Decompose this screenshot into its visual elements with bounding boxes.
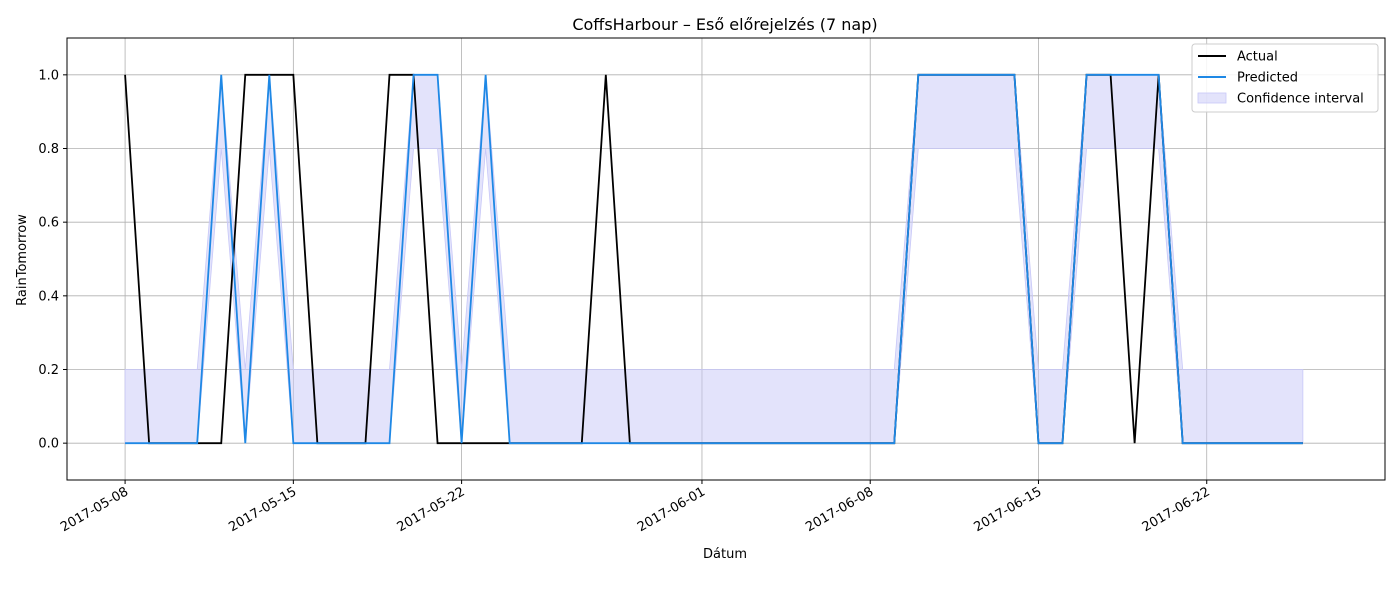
x-tick-label: 2017-06-01 — [635, 484, 708, 535]
x-tick-label: 2017-06-22 — [1140, 484, 1213, 535]
y-tick-label: 0.6 — [38, 216, 59, 231]
legend-swatch-confidence-interval — [1197, 92, 1227, 104]
y-tick-label: 0.4 — [38, 289, 59, 304]
confidence-band-layer — [124, 74, 1304, 444]
legend-label-predicted: Predicted — [1237, 71, 1298, 86]
legend: Actual Predicted Confidence interval — [1191, 43, 1379, 113]
confidence-band — [124, 74, 1304, 444]
series-lines-layer — [124, 73, 1303, 445]
y-axis-label: RainTomorrow — [15, 214, 30, 306]
x-axis-label: Dátum — [703, 547, 747, 562]
legend-label-actual: Actual — [1237, 50, 1278, 65]
x-tick-label: 2017-05-15 — [226, 484, 299, 535]
chart-title: CoffsHarbour – Eső előrejelzés (7 nap) — [572, 15, 877, 34]
y-tick-label: 0.8 — [38, 142, 59, 157]
legend-box — [1191, 43, 1379, 113]
x-tick-label: 2017-06-15 — [972, 484, 1045, 535]
legend-label-confidence-interval: Confidence interval — [1237, 92, 1364, 107]
y-tick-label: 1.0 — [38, 68, 59, 83]
x-tick-label: 2017-05-08 — [58, 484, 131, 535]
y-tick-label: 0.2 — [38, 363, 59, 378]
x-tick-label: 2017-05-22 — [395, 484, 468, 535]
x-axis: 2017-05-08 2017-05-15 2017-05-22 2017-06-01… — [58, 480, 1213, 535]
y-axis: 0.0 0.2 0.4 0.6 0.8 1.0 — [38, 68, 67, 452]
series-line-predicted — [125, 73, 1303, 445]
x-tick-label: 2017-06-08 — [803, 484, 876, 535]
y-tick-label: 0.0 — [38, 437, 59, 452]
plot-frame — [66, 37, 1386, 481]
